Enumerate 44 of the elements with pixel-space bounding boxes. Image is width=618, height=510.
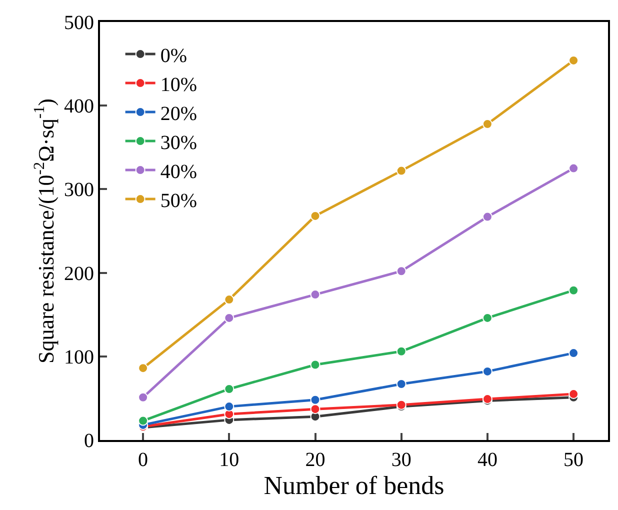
point (482, 212, 492, 222)
point (138, 416, 148, 426)
x-axis-title: Number of bends (264, 471, 444, 500)
legend-label: 40% (160, 160, 197, 183)
point (310, 404, 320, 414)
point (224, 294, 234, 305)
x-tick-label: 50 (564, 449, 584, 471)
point (224, 312, 234, 323)
point (310, 394, 320, 405)
legend-label: 50% (160, 190, 197, 212)
point (482, 312, 492, 323)
point (138, 392, 148, 402)
point (568, 285, 579, 296)
x-tick-label: 10 (219, 449, 240, 471)
x-tick-label: 20 (305, 449, 326, 471)
point (568, 163, 579, 174)
point (224, 384, 234, 394)
y-tick-label: 200 (64, 262, 94, 285)
point (310, 360, 320, 370)
point (310, 210, 320, 221)
point (396, 266, 406, 276)
point (568, 55, 579, 66)
y-tick-label: 100 (64, 346, 94, 368)
point (138, 363, 148, 374)
y-tick-label: 0 (84, 430, 94, 452)
point (310, 290, 320, 300)
y-tick-label: 300 (64, 179, 94, 202)
point (396, 346, 406, 356)
point (568, 389, 579, 400)
point (482, 118, 492, 129)
legend-label: 20% (160, 102, 197, 125)
legend-label: 30% (160, 132, 197, 154)
point (568, 348, 579, 358)
y-tick-label: 500 (64, 12, 94, 34)
point (396, 378, 406, 389)
x-tick-label: 0 (138, 449, 148, 471)
y-tick-label: 400 (64, 96, 94, 118)
legend-label: 0% (160, 44, 187, 67)
point (482, 366, 492, 376)
x-tick-label: 40 (477, 449, 498, 471)
legend-label: 10% (160, 74, 197, 96)
point (224, 402, 234, 412)
point (396, 166, 406, 176)
x-tick-label: 30 (391, 449, 412, 471)
